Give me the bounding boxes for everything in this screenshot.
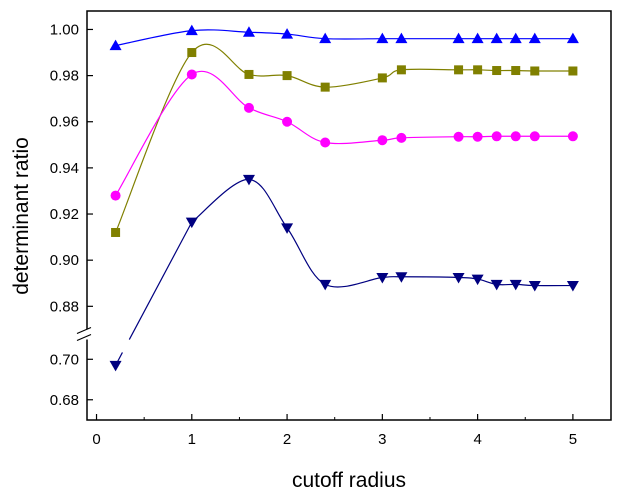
series-2-point	[529, 131, 540, 142]
y-tick-label: 0.94	[50, 160, 79, 177]
series-1-point	[511, 66, 521, 76]
series-0-point	[528, 32, 541, 44]
series-0-point	[242, 26, 255, 37]
series-3-point	[319, 279, 332, 291]
series-1-point	[492, 66, 502, 76]
series-3-point	[528, 281, 541, 292]
y-tick-label: 0.68	[50, 392, 79, 409]
axis-break-mark	[76, 333, 92, 342]
series-2-point	[453, 131, 464, 142]
plot-frame	[86, 10, 612, 421]
series-1-point	[454, 65, 464, 75]
series-3-point	[281, 223, 294, 234]
series-3-point	[566, 281, 579, 292]
series-2-point	[377, 135, 388, 146]
y-tick-label: 0.92	[50, 206, 79, 223]
series-3-point	[509, 279, 522, 291]
x-tick-label: 5	[569, 431, 577, 448]
axis-break-mark	[76, 326, 92, 335]
series-2-point	[396, 132, 407, 143]
series-0-point	[281, 28, 294, 39]
series-0-point	[509, 32, 522, 44]
series-2-line	[115, 70, 573, 196]
series-2-point	[243, 102, 254, 113]
series-0-point	[395, 32, 408, 44]
y-tick-label: 0.88	[50, 298, 79, 315]
series-0-point	[319, 32, 332, 44]
series-0-point	[452, 32, 465, 44]
series-1-point	[473, 65, 483, 75]
series-3-point	[452, 272, 465, 284]
series-1-point	[244, 69, 254, 79]
series-3-break-link	[128, 221, 193, 340]
series-1-point	[396, 65, 406, 75]
series-1-line	[115, 43, 573, 233]
series-1-point	[111, 227, 121, 237]
y-tick-label: 1.00	[50, 21, 79, 38]
series-1-point	[530, 66, 540, 76]
series-2-point	[567, 131, 578, 142]
axes: 0 1 2 3 4 5 0.88 0.90 0.92 0.94 0.96 0.98 1.00 0.68 0.…	[50, 21, 577, 448]
series-1-point	[187, 48, 197, 58]
series-3-point	[109, 360, 122, 372]
series-1-point	[568, 66, 578, 76]
y-axis-title: determinant ratio	[10, 137, 33, 295]
x-tick-label: 4	[473, 431, 481, 448]
series-2-point	[186, 69, 197, 80]
x-tick-label: 0	[92, 431, 100, 448]
series-3-point	[242, 174, 255, 186]
series-2-point	[491, 131, 502, 142]
series-3-point	[376, 272, 389, 284]
series-3-point	[471, 274, 484, 286]
series-2-point	[320, 137, 331, 148]
x-tick-label: 3	[378, 431, 386, 448]
series-1-point	[282, 71, 292, 81]
x-tick-label: 2	[283, 431, 291, 448]
series-3-point	[490, 279, 503, 291]
series-2-point	[110, 190, 121, 201]
series-3-point	[395, 272, 408, 283]
y-tick-label: 0.90	[50, 252, 79, 269]
series-3-point	[185, 217, 198, 229]
plot-marks	[109, 24, 579, 372]
y-tick-label: 0.70	[50, 351, 79, 368]
series-0-point	[490, 32, 503, 44]
series-0-point	[376, 32, 389, 44]
axis-break-gap	[81, 329, 93, 340]
series-3-line	[191, 178, 573, 288]
series-1-point	[377, 73, 387, 83]
series-0-line	[115, 29, 573, 47]
x-tick-label: 1	[188, 431, 196, 448]
y-tick-label: 0.98	[50, 68, 79, 85]
series-2-point	[282, 116, 293, 127]
series-0-point	[471, 32, 484, 44]
y-tick-label: 0.96	[50, 114, 79, 131]
series-0-point	[566, 32, 579, 44]
series-0-point	[109, 39, 122, 51]
series-0-point	[185, 24, 198, 36]
series-2-point	[472, 131, 483, 142]
x-axis-title: cutoff radius	[292, 469, 406, 491]
series-1-point	[320, 82, 330, 92]
series-2-point	[510, 131, 521, 142]
